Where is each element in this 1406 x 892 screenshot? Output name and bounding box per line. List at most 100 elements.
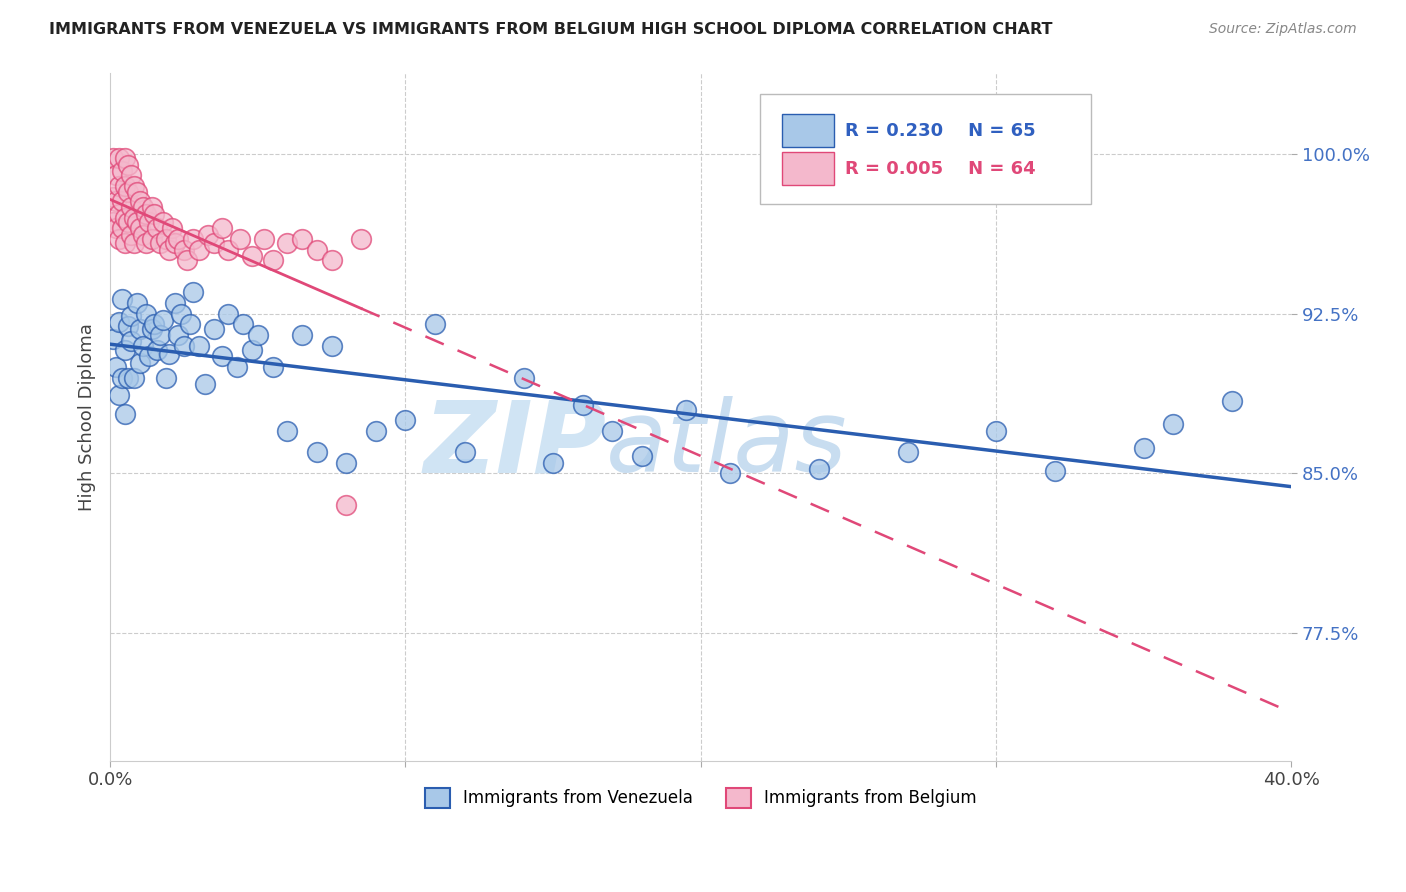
Point xyxy=(122,370,145,384)
Point xyxy=(111,292,134,306)
Point xyxy=(143,206,166,220)
Point xyxy=(217,307,239,321)
Point xyxy=(321,339,343,353)
Point xyxy=(512,370,534,384)
Point xyxy=(120,309,142,323)
Point xyxy=(202,236,225,251)
Point xyxy=(453,445,475,459)
Y-axis label: High School Diploma: High School Diploma xyxy=(79,323,96,511)
Point xyxy=(111,194,134,208)
Point xyxy=(108,151,131,165)
Point xyxy=(117,319,139,334)
Point xyxy=(141,200,163,214)
Point xyxy=(114,407,136,421)
FancyBboxPatch shape xyxy=(759,94,1091,203)
Point xyxy=(138,349,160,363)
Point xyxy=(181,285,204,300)
Point xyxy=(211,349,233,363)
Point xyxy=(335,499,357,513)
Point xyxy=(135,236,157,251)
Point xyxy=(291,328,314,343)
Point xyxy=(246,328,269,343)
Point xyxy=(152,313,174,327)
Point xyxy=(108,178,131,193)
Point xyxy=(111,221,134,235)
Text: R = 0.230    N = 65: R = 0.230 N = 65 xyxy=(845,122,1036,140)
Point xyxy=(141,232,163,246)
Point xyxy=(217,243,239,257)
Legend: Immigrants from Venezuela, Immigrants from Belgium: Immigrants from Venezuela, Immigrants fr… xyxy=(418,781,984,814)
Point xyxy=(986,424,1008,438)
Point xyxy=(194,377,217,392)
Point xyxy=(675,402,697,417)
Point xyxy=(896,445,918,459)
Point xyxy=(262,253,284,268)
Point xyxy=(117,158,139,172)
Point xyxy=(170,307,193,321)
Point xyxy=(253,232,276,246)
Point xyxy=(131,227,153,242)
Point xyxy=(364,424,387,438)
Point xyxy=(165,296,187,310)
Point xyxy=(120,200,142,214)
Point xyxy=(108,206,131,220)
Point xyxy=(571,398,593,412)
Point xyxy=(181,232,204,246)
Point xyxy=(108,315,131,329)
Point xyxy=(146,343,169,357)
Point xyxy=(149,236,172,251)
Point xyxy=(229,232,252,246)
Point xyxy=(141,321,163,335)
Point xyxy=(122,236,145,251)
Point xyxy=(179,318,201,332)
Text: R = 0.005    N = 64: R = 0.005 N = 64 xyxy=(845,160,1036,178)
Point xyxy=(143,318,166,332)
Point xyxy=(114,236,136,251)
Point xyxy=(276,236,298,251)
FancyBboxPatch shape xyxy=(782,153,834,186)
Point xyxy=(202,321,225,335)
Point xyxy=(117,186,139,200)
Point xyxy=(630,450,652,464)
Point xyxy=(1163,417,1185,432)
Point xyxy=(108,232,131,246)
Point xyxy=(120,227,142,242)
Point xyxy=(111,164,134,178)
Point xyxy=(240,249,263,263)
Point xyxy=(423,318,446,332)
Point xyxy=(160,221,183,235)
Point xyxy=(149,328,172,343)
Point xyxy=(120,168,142,182)
Point xyxy=(187,339,209,353)
Point xyxy=(394,413,416,427)
Point xyxy=(276,424,298,438)
Point xyxy=(305,445,328,459)
Text: atlas: atlas xyxy=(606,396,848,493)
Point xyxy=(108,387,131,401)
Point xyxy=(157,243,180,257)
Point xyxy=(155,370,177,384)
Point xyxy=(114,151,136,165)
Text: ZIP: ZIP xyxy=(423,396,606,493)
Point xyxy=(197,227,219,242)
Point xyxy=(1133,441,1156,455)
Point xyxy=(135,307,157,321)
Point xyxy=(350,232,373,246)
Point xyxy=(128,194,150,208)
Point xyxy=(173,339,195,353)
Point xyxy=(122,178,145,193)
Point xyxy=(240,343,263,357)
Point xyxy=(128,356,150,370)
Point xyxy=(321,253,343,268)
Point xyxy=(125,186,148,200)
Point xyxy=(232,318,254,332)
Point xyxy=(1045,464,1067,478)
FancyBboxPatch shape xyxy=(782,114,834,147)
Point xyxy=(105,221,128,235)
Point xyxy=(305,243,328,257)
Point xyxy=(541,456,564,470)
Point xyxy=(114,343,136,357)
Point xyxy=(157,347,180,361)
Point xyxy=(135,206,157,220)
Point xyxy=(131,200,153,214)
